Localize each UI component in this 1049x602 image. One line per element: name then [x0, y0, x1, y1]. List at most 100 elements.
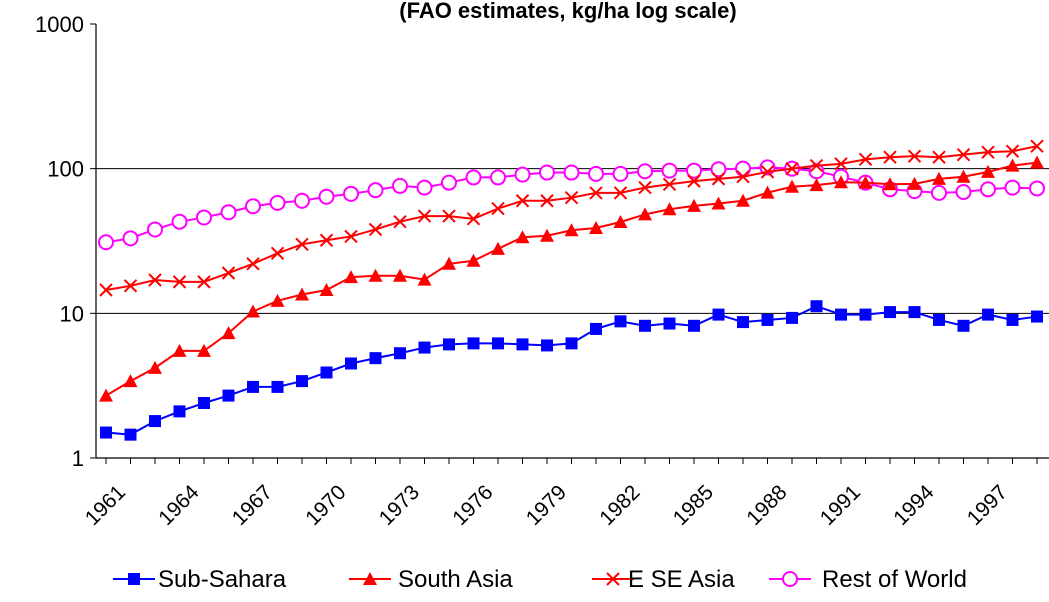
data-point-x	[711, 172, 726, 186]
data-point-triangle	[363, 572, 377, 585]
data-point-x	[221, 266, 236, 280]
data-point-circle	[465, 169, 482, 186]
data-point-x	[466, 212, 481, 226]
data-point-x	[858, 152, 873, 167]
data-point-square	[124, 428, 137, 441]
data-point-x	[981, 145, 995, 159]
data-point-square	[222, 389, 235, 402]
legend-label: Sub-Sahara	[158, 566, 287, 593]
data-point-triangle	[907, 176, 922, 190]
data-point-x	[613, 186, 628, 200]
data-point-x	[515, 194, 530, 208]
data-point-triangle	[123, 374, 138, 388]
data-point-x	[491, 201, 505, 216]
legend-item-south-asia: South Asia	[349, 566, 513, 593]
data-point-triangle	[393, 268, 407, 282]
data-point-triangle	[148, 360, 162, 374]
data-point-x	[197, 275, 211, 289]
data-point-circle	[171, 213, 188, 230]
y-tick-label: 1000	[35, 12, 84, 37]
data-point-square	[590, 322, 602, 335]
data-point-square	[369, 352, 382, 365]
data-point-circle	[147, 221, 163, 238]
data-point-triangle	[662, 202, 677, 216]
data-point-circle	[441, 174, 457, 191]
data-point-square	[149, 415, 161, 428]
data-point-triangle	[736, 193, 750, 207]
x-tick-label: 1997	[963, 481, 1012, 530]
data-point-x	[809, 158, 824, 173]
data-point-x	[606, 572, 620, 586]
data-point-triangle	[760, 185, 775, 199]
legend: Sub-Sahara South Asia E SE Asia Rest of Wor…	[113, 566, 967, 593]
data-point-square	[663, 317, 676, 330]
x-tick-label: 1970	[301, 481, 350, 530]
data-point-triangle	[319, 282, 334, 296]
x-tick-label: 1964	[154, 481, 204, 531]
data-point-square	[271, 380, 284, 393]
data-point-circle	[490, 169, 506, 186]
legend-item-e-se-asia: E SE Asia	[592, 566, 735, 593]
data-point-triangle	[466, 253, 481, 267]
x-tick-label: 1976	[448, 481, 497, 530]
data-point-square	[614, 315, 627, 328]
data-point-triangle	[1005, 158, 1020, 172]
data-point-triangle	[564, 223, 579, 237]
data-point-x	[148, 273, 162, 287]
data-point-x	[172, 275, 187, 289]
data-point-x	[393, 214, 407, 229]
data-point-x	[956, 147, 971, 162]
x-tick-label: 1988	[742, 481, 791, 530]
data-point-square	[418, 341, 431, 354]
data-point-x	[883, 150, 897, 164]
data-point-x	[638, 180, 652, 195]
data-point-triangle	[687, 198, 701, 212]
x-axis-tick-labels: 1961 1964 1967 1970 1973 1976 1979 1982 1985 1988…	[81, 481, 1012, 531]
data-point-square	[565, 337, 578, 350]
data-point-x	[246, 257, 260, 271]
y-tick-label: 100	[47, 157, 84, 182]
data-point-x	[785, 161, 799, 176]
series-sub-sahara	[100, 300, 1043, 441]
data-point-circle	[269, 194, 286, 211]
data-point-x	[1005, 144, 1020, 158]
legend-item-sub-sahara: Sub-Sahara	[113, 566, 287, 593]
data-point-triangle	[1030, 155, 1044, 169]
data-point-triangle	[221, 326, 236, 340]
data-point-x	[1030, 139, 1044, 153]
data-point-triangle	[197, 343, 211, 357]
data-point-circle	[686, 162, 702, 179]
data-point-circle	[782, 571, 798, 587]
data-point-triangle	[491, 241, 505, 255]
data-point-square	[859, 308, 872, 321]
x-tick-label: 1985	[669, 481, 718, 530]
x-tick-label: 1994	[889, 481, 939, 531]
data-point-circle	[955, 183, 972, 200]
data-point-x	[564, 190, 579, 205]
data-point-circle	[661, 162, 678, 179]
legend-item-rest-of-world: Rest of World	[769, 566, 967, 593]
data-point-x	[662, 177, 677, 191]
data-point-square	[712, 308, 725, 321]
data-point-square	[1031, 310, 1043, 323]
data-point-triangle	[368, 268, 383, 282]
data-point-x	[295, 237, 309, 252]
series-e-se-asia	[99, 139, 1044, 297]
data-point-circle	[220, 204, 237, 221]
data-point-circle	[98, 234, 114, 251]
y-tick-label: 10	[60, 301, 84, 326]
data-point-x	[687, 174, 701, 188]
data-point-triangle	[711, 196, 726, 210]
data-point-square	[296, 375, 308, 388]
data-point-x	[760, 165, 775, 179]
x-tick-label: 1991	[816, 481, 865, 530]
data-point-triangle	[246, 304, 260, 318]
x-tick-label: 1973	[375, 481, 424, 530]
data-point-x	[442, 209, 456, 223]
data-point-square	[761, 313, 774, 326]
data-point-square	[737, 316, 749, 329]
data-point-circle	[612, 165, 629, 182]
axes	[90, 23, 1049, 464]
